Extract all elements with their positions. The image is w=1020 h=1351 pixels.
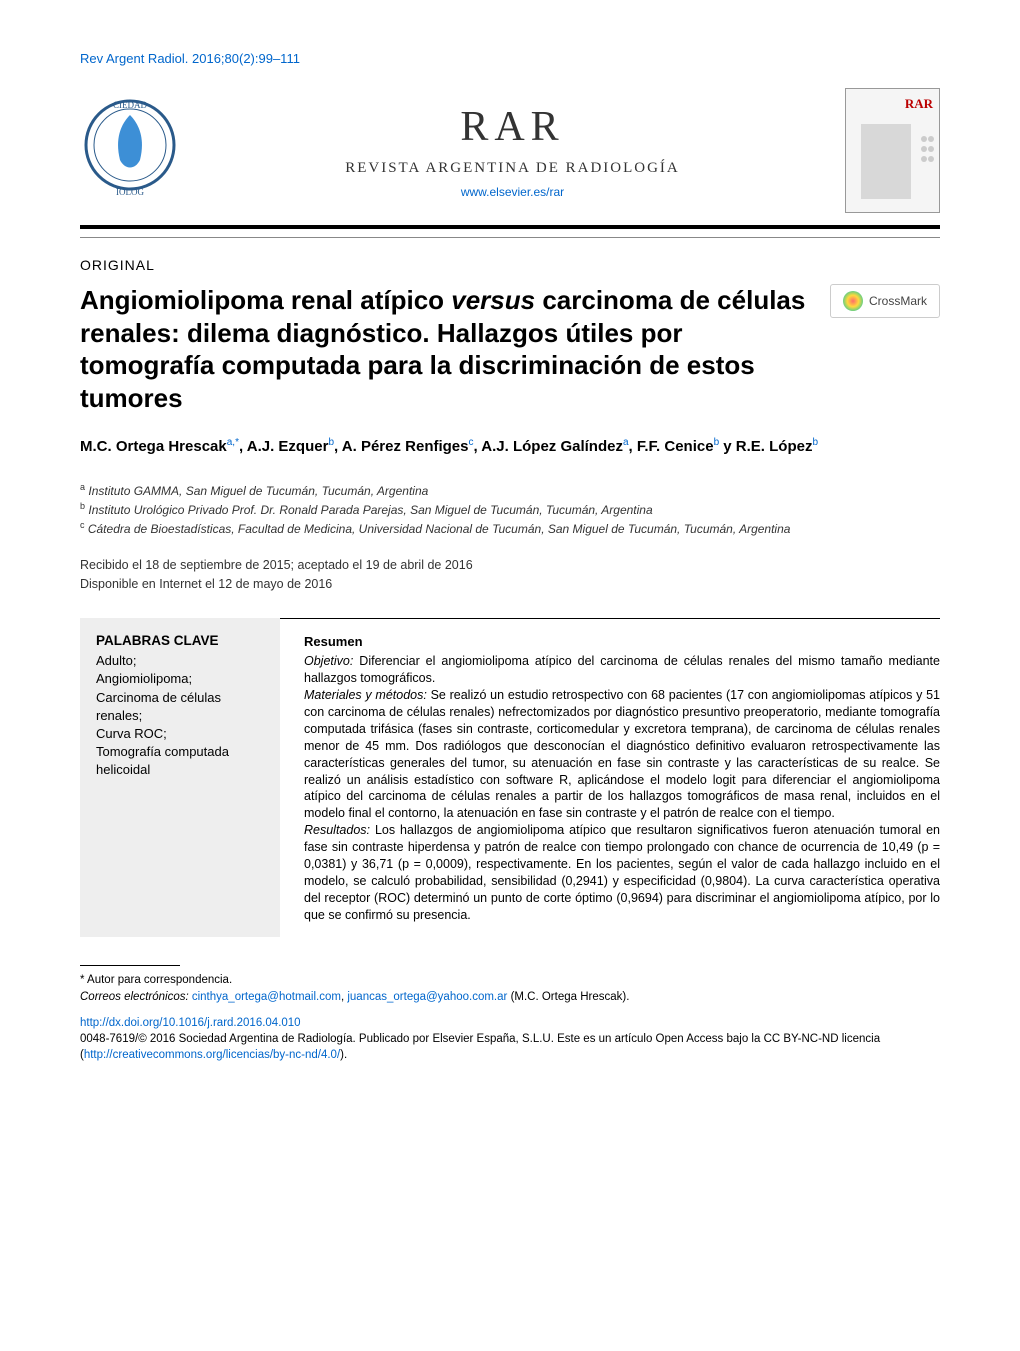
doi-block: http://dx.doi.org/10.1016/j.rard.2016.04… — [80, 1015, 940, 1063]
resultados-text: Los hallazgos de angiomiolipoma atípico … — [304, 823, 940, 921]
corresp-email-1[interactable]: cinthya_ortega@hotmail.com — [192, 991, 341, 1003]
affiliation-a: Instituto GAMMA, San Miguel de Tucumán, … — [88, 484, 428, 498]
affiliation-b: Instituto Urológico Privado Prof. Dr. Ro… — [88, 503, 652, 517]
keyword-item: Adulto; — [96, 652, 264, 670]
abstract-heading: Resumen — [304, 633, 940, 651]
crossmark-label: CrossMark — [869, 293, 927, 309]
received-accepted-date: Recibido el 18 de septiembre de 2015; ac… — [80, 556, 940, 575]
emails-label: Correos electrónicos: — [80, 991, 189, 1003]
corresp-email-2[interactable]: juancas_ortega@yahoo.com.ar — [347, 991, 507, 1003]
copyright-close: ). — [340, 1049, 347, 1061]
journal-abbrev: RAR — [180, 99, 845, 156]
objetivo-label: Objetivo: — [304, 654, 353, 668]
keyword-item: Angiomiolipoma; — [96, 670, 264, 688]
keywords-box: PALABRAS CLAVE Adulto; Angiomiolipoma; C… — [80, 618, 280, 938]
svg-text:IOLOG: IOLOG — [116, 187, 144, 197]
section-label: ORIGINAL — [80, 256, 940, 275]
materiales-text: Se realizó un estudio retrospectivo con … — [304, 688, 940, 820]
affiliation-c: Cátedra de Bioestadísticas, Facultad de … — [88, 522, 791, 536]
header-divider-thin — [80, 237, 940, 238]
objetivo-text: Diferenciar el angiomiolipoma atípico de… — [304, 654, 940, 685]
crossmark-icon — [843, 291, 863, 311]
corresp-label: * Autor para correspondencia. — [80, 972, 940, 988]
journal-masthead: RAR REVISTA ARGENTINA DE RADIOLOGÍA www.… — [180, 99, 845, 200]
keyword-item: Curva ROC; — [96, 725, 264, 743]
crossmark-badge[interactable]: CrossMark — [830, 284, 940, 318]
history-dates: Recibido el 18 de septiembre de 2015; ac… — [80, 556, 940, 594]
article-title: Angiomiolipoma renal atípico versus carc… — [80, 284, 810, 414]
resultados-label: Resultados: — [304, 823, 370, 837]
abstract-row: PALABRAS CLAVE Adulto; Angiomiolipoma; C… — [80, 618, 940, 938]
affiliations: a Instituto GAMMA, San Miguel de Tucumán… — [80, 481, 940, 538]
doi-link[interactable]: http://dx.doi.org/10.1016/j.rard.2016.04… — [80, 1017, 301, 1029]
license-link[interactable]: http://creativecommons.org/licencias/by-… — [84, 1049, 340, 1061]
keywords-heading: PALABRAS CLAVE — [96, 632, 264, 650]
header-divider-thick — [80, 225, 940, 229]
journal-url-link[interactable]: www.elsevier.es/rar — [180, 184, 845, 200]
journal-full-name: REVISTA ARGENTINA DE RADIOLOGÍA — [180, 158, 845, 178]
authors-list: M.C. Ortega Hrescaka,*, A.J. Ezquerb, A.… — [80, 436, 940, 457]
journal-header: CIEDAD IOLOG RAR REVISTA ARGENTINA DE RA… — [80, 88, 940, 213]
citation: Rev Argent Radiol. 2016;80(2):99–111 — [80, 50, 940, 68]
svg-text:CIEDAD: CIEDAD — [113, 100, 147, 110]
online-date: Disponible en Internet el 12 de mayo de … — [80, 575, 940, 594]
keyword-item: Carcinoma de células renales; — [96, 689, 264, 725]
footer-divider — [80, 965, 180, 966]
journal-cover-thumb: RAR — [845, 88, 940, 213]
society-logo: CIEDAD IOLOG — [80, 90, 180, 210]
materiales-label: Materiales y métodos: — [304, 688, 427, 702]
keyword-item: Tomografía computada helicoidal — [96, 743, 264, 779]
abstract-box: Resumen Objetivo: Diferenciar el angiomi… — [280, 618, 940, 938]
correspondence: * Autor para correspondencia. Correos el… — [80, 972, 940, 1004]
corresp-author-paren: (M.C. Ortega Hrescak). — [511, 991, 630, 1003]
